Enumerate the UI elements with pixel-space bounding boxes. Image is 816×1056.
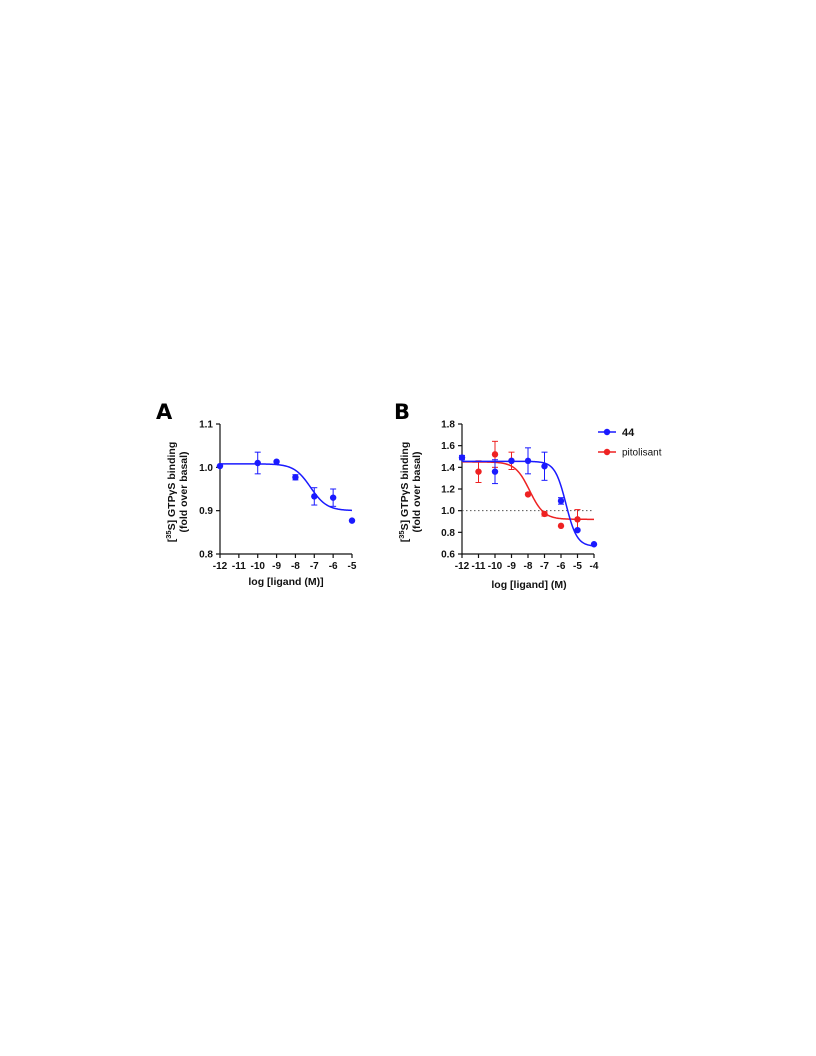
panel-b-point-44 [524,457,532,465]
panel-a-point-series [216,462,224,470]
panel-a-y-tick-label: 0.8 [199,550,213,561]
panel-b-point-44 [491,468,499,475]
panel-b-x-tick-label: -7 [540,561,549,572]
panel-a-y-axis-title-line2: (fold over basal) [178,451,190,532]
panel-b-x-axis-title: log [ligand] (M) [491,579,566,591]
panel-b-point-pitolisant [491,451,499,458]
panel-b-x-tick-label: -10 [488,561,503,572]
legend-label-pitolisant: pitolisant [622,448,662,459]
panel-a-y-axis-title-line1: [35S] GTPγS binding [164,442,179,543]
panel-a-x-tick-label: -10 [250,561,265,572]
panel-b-y-axis-title-line1: [35S] GTPγS binding [397,442,412,543]
panel-b-x-tick-label: -11 [472,561,486,572]
legend: 44 pitolisant [598,427,662,459]
panel-b-x-tick-label: -5 [573,561,582,572]
panel-b-y-tick-label: 1.8 [441,420,455,431]
panel-b-y-tick-label: 1.6 [441,441,455,452]
panel-b-x-tick-label: -9 [507,561,516,572]
panel-b-point-44 [590,541,598,548]
panel-a-y-tick-label: 1.0 [199,463,213,474]
panel-b-y-tick-label: 0.8 [441,528,455,539]
panel-b-y-tick-label: 1.2 [441,485,455,496]
panel-a-x-tick-label: -12 [213,561,228,572]
panel-b-point-pitolisant [574,516,581,523]
panel-b-x-tick-label: -6 [557,561,566,572]
panel-a-point-series [273,458,280,465]
panel-a-plot: 0.8 0.9 1.0 1.1 -12 -11 -10 -9 -8 -7 -6 -5 [199,420,357,573]
panel-b-y-tick-label: 0.6 [441,550,455,561]
panel-b-point-44 [574,526,581,534]
panel-a-point-series [329,494,337,501]
panel-b-x-tick-label: -8 [524,561,533,572]
panel-a-y-tick-label: 0.9 [199,506,213,517]
panel-b-point-44 [541,463,548,470]
panel-b-point-44 [557,497,565,505]
panel-a-x-tick-label: -5 [348,561,357,572]
panel-b-point-pitolisant [524,491,532,498]
panel-b-point-44 [458,454,466,461]
panel-a-point-series [311,493,318,500]
panel-a-point-series [254,459,261,467]
panel-b-point-pitolisant [541,510,548,518]
panel-a-letter: A [156,400,173,424]
panel-b-letter: B [394,400,410,424]
panel-b-y-tick-label: 1.4 [441,463,455,474]
panel-b-y-tick-label: 1.0 [441,506,455,517]
panel-a-x-tick-label: -7 [310,561,319,572]
panel-a: A [35S] GTPγS binding (fold over basal) … [156,400,324,588]
panel-a-x-axis-title: log [ligand (M)] [248,576,323,588]
legend-label-44: 44 [622,427,635,439]
panel-a-point-series [292,474,299,481]
panel-b-y-axis-title-line2: (fold over basal) [411,451,423,532]
panel-b-x-tick-label: -4 [590,561,599,572]
legend-marker-pitolisant [603,448,611,456]
panel-a-y-tick-label: 1.1 [199,420,213,431]
panel-b-point-pitolisant [475,468,482,475]
panel-a-x-tick-label: -9 [272,561,281,572]
panel-a-x-tick-label: -6 [329,561,338,572]
panel-a-fit-curve-series [220,463,353,512]
panel-b-point-44 [508,457,515,465]
panel-b-plot: 0.6 0.8 1.0 1.2 1.4 1.6 1.8 -12 -11 -10 -9 -8 -7 -6 -5… [441,420,599,573]
panel-a-x-tick-label: -8 [291,561,300,572]
panel-b-point-pitolisant [557,522,565,530]
panel-b: B [35S] GTPγS binding (fold over basal) … [394,400,662,591]
panel-b-x-tick-label: -12 [455,561,470,572]
panel-a-x-tick-label: -11 [232,561,246,572]
legend-marker-44 [603,428,611,436]
panel-a-point-series [348,517,356,524]
